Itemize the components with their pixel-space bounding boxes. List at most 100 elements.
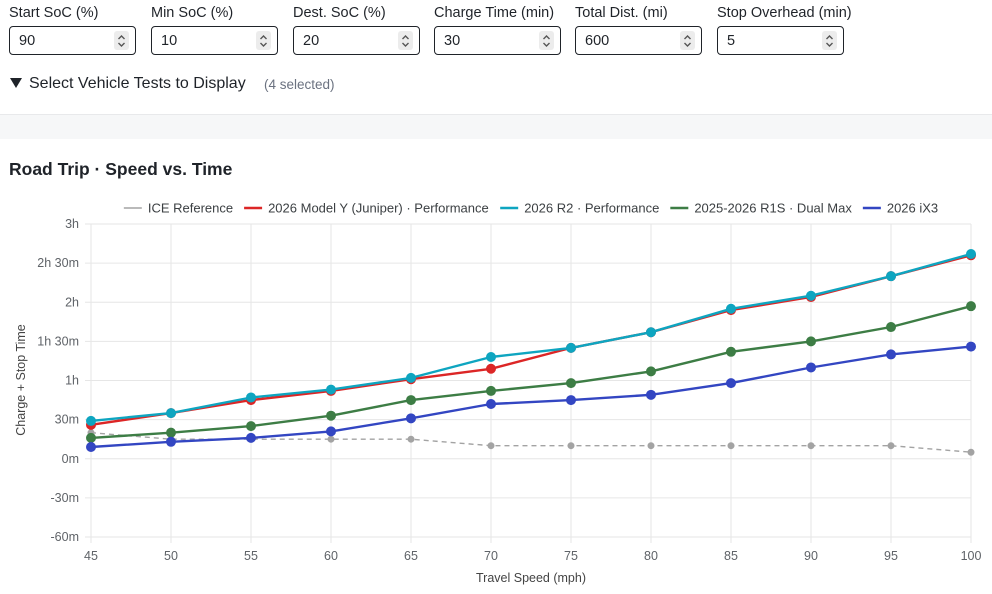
- data-point-3: [406, 395, 416, 406]
- data-point-4: [86, 442, 96, 453]
- data-point-2: [406, 372, 416, 383]
- data-point-4: [166, 436, 176, 447]
- data-point-3: [166, 427, 176, 438]
- stepper-arrows-icon[interactable]: [680, 31, 695, 50]
- data-point-2: [566, 342, 576, 353]
- data-point-4: [966, 341, 976, 352]
- number-input[interactable]: 10: [151, 26, 278, 55]
- data-point-3: [86, 432, 96, 443]
- settings-inputs-row: Start SoC (%) 90 Min SoC (%) 10 Dest. SoC (%…: [0, 0, 992, 60]
- data-point-2: [646, 327, 656, 338]
- data-point-3: [726, 346, 736, 357]
- input-label: Min SoC (%): [151, 5, 234, 21]
- x-tick-label: 45: [84, 549, 98, 563]
- collapse-triangle-icon: [10, 76, 22, 94]
- data-point-0: [887, 442, 895, 450]
- data-point-3: [886, 322, 896, 333]
- data-point-4: [646, 389, 656, 400]
- input-value: 90: [19, 33, 36, 49]
- y-tick-label: -60m: [51, 530, 79, 544]
- series-line-0: [90, 432, 972, 453]
- number-input[interactable]: 600: [575, 26, 702, 55]
- input-label: Dest. SoC (%): [293, 5, 386, 21]
- data-point-4: [406, 413, 416, 424]
- input-value: 30: [444, 33, 461, 49]
- x-tick-label: 70: [484, 549, 498, 563]
- data-point-0: [647, 442, 655, 450]
- data-point-0: [967, 448, 975, 456]
- data-point-0: [327, 435, 335, 443]
- x-axis-title: Travel Speed (mph): [476, 571, 586, 585]
- data-point-2: [246, 392, 256, 403]
- stepper-arrows-icon[interactable]: [822, 31, 837, 50]
- input-label: Stop Overhead (min): [717, 5, 852, 21]
- data-point-0: [727, 442, 735, 450]
- data-point-4: [326, 426, 336, 437]
- data-point-3: [326, 410, 336, 421]
- y-tick-label: 0m: [62, 452, 79, 466]
- number-input[interactable]: 30: [434, 26, 561, 55]
- y-tick-label: 2h 30m: [37, 256, 79, 270]
- y-tick-label: 1h: [65, 374, 79, 388]
- stepper-arrows-icon[interactable]: [539, 31, 554, 50]
- y-tick-label: 1h 30m: [37, 334, 79, 348]
- data-point-3: [246, 421, 256, 432]
- data-point-4: [566, 395, 576, 406]
- input-value: 20: [303, 33, 320, 49]
- x-tick-label: 100: [961, 549, 982, 563]
- legend-label-1: 2026 Model Y (Juniper) · Performance: [268, 201, 489, 216]
- data-point-2: [806, 290, 816, 301]
- data-point-2: [726, 303, 736, 314]
- data-point-0: [487, 442, 495, 450]
- data-point-1: [486, 363, 496, 374]
- input-value: 10: [161, 33, 178, 49]
- section-divider: [0, 114, 992, 139]
- stepper-arrows-icon[interactable]: [114, 31, 129, 50]
- data-point-4: [726, 378, 736, 389]
- y-axis-title: Charge + Stop Time: [14, 324, 28, 436]
- series-line-2: [90, 252, 972, 423]
- data-point-3: [806, 336, 816, 347]
- number-input[interactable]: 5: [717, 26, 844, 55]
- y-tick-label: -30m: [51, 491, 79, 505]
- series-line-3: [90, 305, 972, 440]
- y-tick-label: 30m: [55, 413, 79, 427]
- input-label: Total Dist. (mi): [575, 5, 668, 21]
- vehicle-tests-toggle-label[interactable]: Select Vehicle Tests to Display: [29, 75, 246, 92]
- number-input[interactable]: 90: [9, 26, 136, 55]
- y-tick-label: 3h: [65, 217, 79, 231]
- data-point-2: [326, 384, 336, 395]
- x-tick-label: 75: [564, 549, 578, 563]
- data-point-3: [966, 301, 976, 312]
- x-tick-label: 80: [644, 549, 658, 563]
- x-tick-label: 60: [324, 549, 338, 563]
- x-tick-label: 65: [404, 549, 418, 563]
- data-point-0: [407, 435, 415, 443]
- data-point-4: [886, 349, 896, 360]
- legend-label-3: 2025-2026 R1S · Dual Max: [694, 201, 852, 216]
- data-point-3: [486, 385, 496, 396]
- legend-label-2: 2026 R2 · Performance: [524, 201, 659, 216]
- input-label: Start SoC (%): [9, 5, 99, 21]
- data-point-2: [966, 248, 976, 259]
- data-point-4: [806, 362, 816, 373]
- x-tick-label: 95: [884, 549, 898, 563]
- stepper-arrows-icon[interactable]: [256, 31, 271, 50]
- x-tick-label: 85: [724, 549, 738, 563]
- series-line-1: [90, 254, 972, 426]
- data-point-2: [166, 408, 176, 419]
- data-point-3: [646, 366, 656, 377]
- series-line-4: [90, 345, 972, 449]
- stepper-arrows-icon[interactable]: [398, 31, 413, 50]
- input-value: 5: [727, 33, 736, 49]
- x-tick-label: 50: [164, 549, 178, 563]
- chart-title: Road Trip · Speed vs. Time: [9, 159, 233, 179]
- input-label: Charge Time (min): [434, 5, 555, 21]
- data-point-3: [566, 378, 576, 389]
- number-input[interactable]: 20: [293, 26, 420, 55]
- data-point-0: [567, 442, 575, 450]
- legend-label-0: ICE Reference: [148, 201, 233, 216]
- data-point-2: [86, 415, 96, 426]
- x-tick-label: 55: [244, 549, 258, 563]
